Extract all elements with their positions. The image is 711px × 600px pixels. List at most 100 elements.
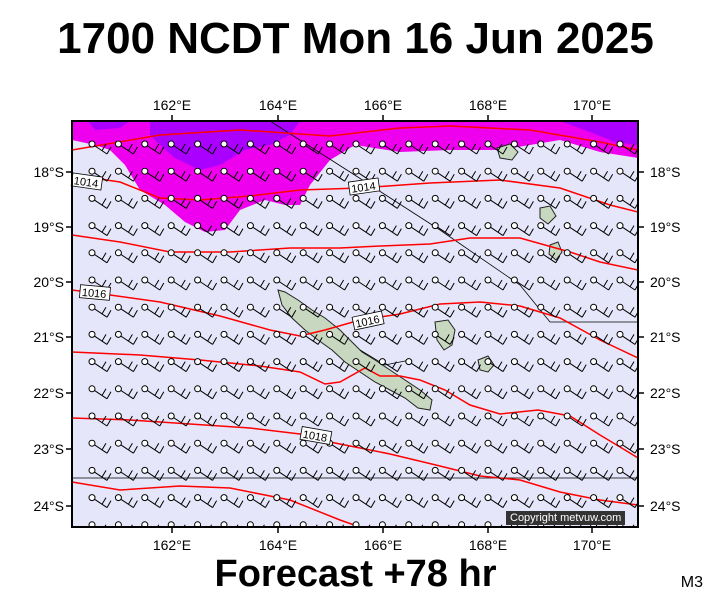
wind-barb <box>458 249 482 264</box>
wind-barb <box>563 222 587 237</box>
wind-barb <box>194 167 218 182</box>
axis-ticks <box>66 115 644 533</box>
wind-barb <box>220 167 244 182</box>
wind-barb <box>510 249 534 264</box>
wind-barb <box>220 140 244 155</box>
wind-barb <box>299 412 323 427</box>
wind-barb <box>616 439 638 454</box>
wind-barb <box>114 222 138 237</box>
lat-label-left: 24°S <box>33 498 64 514</box>
wind-barb <box>643 250 665 263</box>
wind-barb <box>273 167 297 182</box>
wind-barb <box>273 194 297 209</box>
forecast-label: Forecast +78 hr <box>214 553 497 595</box>
svg-text:1016: 1016 <box>81 287 106 301</box>
wind-barb <box>273 358 297 373</box>
wind-barb <box>141 222 165 237</box>
wind-barb <box>326 330 350 345</box>
wind-barb <box>590 276 614 291</box>
wind-barb <box>194 439 218 454</box>
wind-barb <box>246 140 270 155</box>
wind-barb <box>458 385 482 400</box>
isobar-label: 1016 <box>79 284 111 301</box>
wind-barb <box>590 194 614 209</box>
wind-barb <box>616 303 638 318</box>
wind-barb <box>537 466 561 481</box>
wind-barb <box>326 140 350 155</box>
lat-label-right: 20°S <box>650 274 681 290</box>
wind-barb <box>194 330 218 345</box>
wind-barb <box>326 466 350 481</box>
wind-barb <box>616 412 638 427</box>
wind-barb <box>352 466 376 481</box>
wind-barb <box>537 249 561 264</box>
wind-barb <box>537 358 561 373</box>
wind-barb <box>352 439 376 454</box>
wind-barb <box>563 276 587 291</box>
wind-barb <box>643 522 665 535</box>
wind-barb <box>563 466 587 481</box>
wind-barb <box>458 494 482 509</box>
wind-barb <box>590 140 614 155</box>
wind-barb <box>378 222 402 237</box>
wind-barb <box>220 330 244 345</box>
wind-barb <box>246 276 270 291</box>
wind-barb <box>458 303 482 318</box>
wind-barb <box>378 494 402 509</box>
wind-barb <box>326 385 350 400</box>
isobar <box>72 125 638 151</box>
wind-barb-field <box>88 140 665 535</box>
wind-barb <box>405 466 429 481</box>
lat-label-left: 21°S <box>33 329 64 345</box>
wind-barb <box>484 140 508 155</box>
isobar-label: 1014 <box>70 172 104 191</box>
wind-barb <box>590 303 614 318</box>
wind-barb <box>88 303 112 318</box>
wind-barb <box>405 358 429 373</box>
wind-barb <box>194 276 218 291</box>
map-title: 1700 NCDT Mon 16 Jun 2025 <box>57 14 654 63</box>
wind-barb <box>88 385 112 400</box>
svg-text:1016: 1016 <box>354 314 380 331</box>
wind-barb <box>431 466 455 481</box>
wind-barb <box>510 439 534 454</box>
wind-barb <box>141 194 165 209</box>
wind-barb <box>590 439 614 454</box>
lat-label-left: 23°S <box>33 441 64 457</box>
wind-barb <box>484 167 508 182</box>
isobar <box>72 481 361 527</box>
boundary-line <box>359 349 411 366</box>
wind-barb <box>88 358 112 373</box>
wind-barb <box>378 140 402 155</box>
wind-barb <box>378 385 402 400</box>
wind-barb <box>167 494 191 509</box>
wind-barb <box>246 412 270 427</box>
wind-barb <box>352 330 376 345</box>
isobar-label: 1014 <box>347 177 381 196</box>
wind-barb <box>431 194 455 209</box>
wind-barb <box>167 167 191 182</box>
wind-barb <box>299 222 323 237</box>
wind-barb <box>431 330 455 345</box>
wind-barb <box>537 276 561 291</box>
wind-barb <box>194 222 218 237</box>
wind-barb <box>88 330 112 345</box>
wind-barb <box>484 466 508 481</box>
wind-barb <box>167 466 191 481</box>
wind-barb <box>141 385 165 400</box>
wind-barb <box>246 330 270 345</box>
wind-barb <box>510 167 534 182</box>
wind-barb <box>510 222 534 237</box>
wind-barb <box>458 358 482 373</box>
wind-barb <box>299 249 323 264</box>
wind-barb <box>431 412 455 427</box>
wind-barb <box>326 494 350 509</box>
wind-barb <box>431 140 455 155</box>
wind-barb <box>643 141 665 154</box>
wind-barb <box>458 276 482 291</box>
wind-barb <box>405 276 429 291</box>
wind-barb <box>458 222 482 237</box>
wind-barb <box>590 330 614 345</box>
wind-barb <box>141 276 165 291</box>
wind-barb <box>114 194 138 209</box>
